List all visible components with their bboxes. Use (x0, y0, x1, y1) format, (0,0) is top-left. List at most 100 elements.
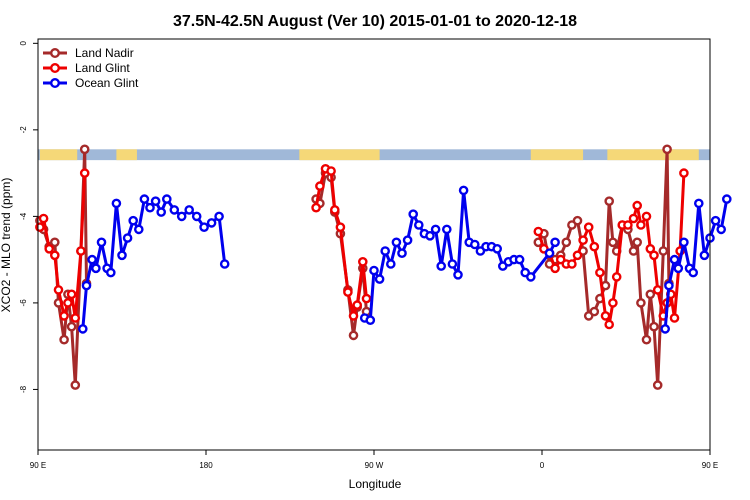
data-point (436, 261, 447, 271)
series-line (364, 188, 557, 322)
data-point (70, 380, 81, 390)
data-point (664, 280, 674, 291)
data-point (469, 239, 480, 250)
data-point (441, 224, 452, 235)
data-point (145, 202, 155, 213)
x-tick-label: 90 W (365, 461, 384, 470)
legend-swatch-marker (50, 77, 61, 88)
data-point (133, 224, 144, 235)
data-point (722, 194, 732, 204)
land-band-segment (39, 149, 78, 161)
data-point (63, 298, 73, 308)
data-point (600, 311, 611, 321)
data-point (79, 144, 90, 155)
data-point (550, 237, 560, 248)
data-point (111, 198, 122, 209)
data-point (649, 250, 659, 261)
data-point (662, 144, 672, 155)
data-point (380, 246, 391, 256)
data-point (611, 272, 622, 282)
data-point (641, 334, 652, 345)
data-point (139, 194, 150, 204)
data-point (199, 222, 209, 232)
y-tick-label: -6 (19, 299, 28, 307)
series-ocean-glint (78, 185, 732, 334)
legend-label: Land Glint (75, 61, 130, 75)
data-point (544, 248, 555, 258)
legend-item: Ocean Glint (43, 76, 139, 90)
legend-item: Land Nadir (43, 46, 134, 60)
data-point (694, 198, 704, 209)
data-point (66, 289, 77, 300)
data-point (206, 218, 217, 228)
data-point (572, 215, 583, 226)
data-point (369, 265, 379, 276)
data-point (219, 259, 230, 269)
y-axis: 0 -2 -4 -6 -8 (19, 41, 38, 393)
data-point (91, 263, 101, 274)
x-tick-label: 90 E (30, 461, 46, 470)
data-point (595, 267, 605, 278)
data-point (669, 254, 680, 265)
data-point (35, 222, 45, 232)
data-point (357, 256, 368, 267)
y-tick-label: 0 (19, 41, 28, 46)
y-axis-label: XCO2 - MLO trend (ppm) (0, 178, 13, 313)
data-point (50, 250, 60, 261)
data-point (578, 235, 588, 245)
data-point (315, 181, 325, 191)
data-point (352, 300, 363, 310)
data-point (608, 298, 618, 308)
x-axis: 90 E 180 90 W 0 90 E (30, 450, 718, 470)
legend-item: Land Glint (43, 61, 130, 75)
data-point (329, 205, 340, 215)
data-point (408, 209, 419, 219)
y-tick-label: -8 (19, 385, 28, 393)
data-point (425, 230, 435, 241)
data-point (391, 237, 402, 248)
land-ocean-band (38, 149, 710, 161)
data-point (311, 202, 321, 213)
series-line (81, 197, 227, 330)
data-point (679, 237, 689, 248)
data-point (343, 287, 353, 297)
data-point (628, 246, 639, 256)
data-point (636, 298, 646, 308)
data-point (710, 215, 721, 226)
data-point (699, 250, 710, 261)
data-point (572, 250, 583, 261)
data-point (514, 254, 525, 265)
land-band-segment (530, 149, 584, 161)
data-point (679, 168, 689, 178)
legend-label: Land Nadir (75, 46, 134, 60)
data-point (413, 220, 424, 230)
data-point (458, 185, 469, 196)
data-point (50, 237, 60, 248)
series-layer (35, 144, 732, 390)
data-point (649, 321, 659, 332)
chart-title: 37.5N-42.5N August (Ver 10) 2015-01-01 t… (173, 13, 577, 30)
data-point (106, 267, 116, 278)
data-point (59, 311, 69, 321)
data-point (326, 166, 336, 176)
data-point (96, 237, 107, 248)
data-point (623, 220, 633, 230)
data-point (53, 285, 64, 295)
land-band-segment (299, 149, 380, 161)
data-point (44, 243, 55, 254)
data-point (533, 226, 544, 237)
data-point (361, 293, 372, 304)
data-point (492, 243, 503, 254)
data-point (628, 213, 639, 224)
data-point (79, 168, 90, 178)
data-point (561, 237, 572, 248)
data-point (78, 324, 88, 334)
data-point (658, 246, 669, 256)
data-point (589, 306, 600, 317)
data-point (117, 250, 127, 261)
data-point (567, 259, 577, 269)
data-point (66, 321, 77, 332)
data-point (447, 259, 458, 269)
data-point (632, 237, 643, 248)
